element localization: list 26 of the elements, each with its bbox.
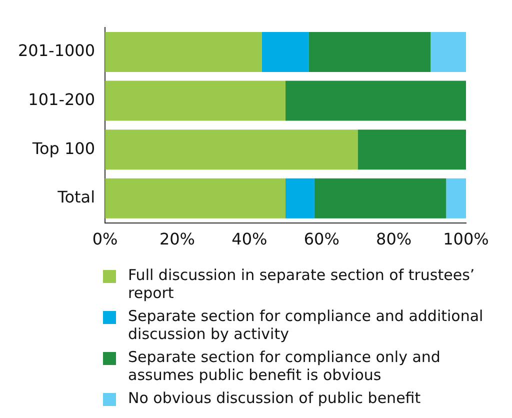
y-tick-label: 201-1000 bbox=[18, 41, 96, 60]
bar bbox=[314, 178, 446, 218]
bar bbox=[308, 32, 431, 72]
bar bbox=[105, 130, 358, 170]
bar bbox=[446, 178, 466, 218]
bar bbox=[262, 32, 309, 72]
bar bbox=[105, 80, 286, 121]
y-tick-label: Total bbox=[56, 188, 96, 207]
x-tick-label: 100% bbox=[443, 230, 489, 249]
x-tick-label: 0% bbox=[92, 230, 118, 249]
x-tick-label: 60% bbox=[304, 230, 340, 249]
bar bbox=[105, 32, 262, 72]
legend-label: Separate section for compliance only and assumes public benefit is obvious bbox=[128, 348, 442, 384]
legend-label: Separate section for compliance and additional discussion by activity bbox=[128, 307, 484, 343]
bar bbox=[286, 178, 314, 218]
bar bbox=[430, 32, 466, 72]
x-tick-label: 20% bbox=[159, 230, 196, 249]
x-tick-label: 40% bbox=[232, 230, 268, 249]
bar bbox=[105, 178, 286, 218]
legend-label: No obvious discussion of public benefit bbox=[128, 389, 421, 407]
y-tick-label: 101-200 bbox=[28, 90, 96, 109]
bar bbox=[358, 130, 466, 170]
legend-label: Full discussion in separate section of trustees’ report bbox=[128, 266, 476, 302]
x-tick-label: 80% bbox=[376, 230, 412, 249]
bar bbox=[286, 80, 466, 121]
y-tick-label: Top 100 bbox=[31, 138, 96, 158]
